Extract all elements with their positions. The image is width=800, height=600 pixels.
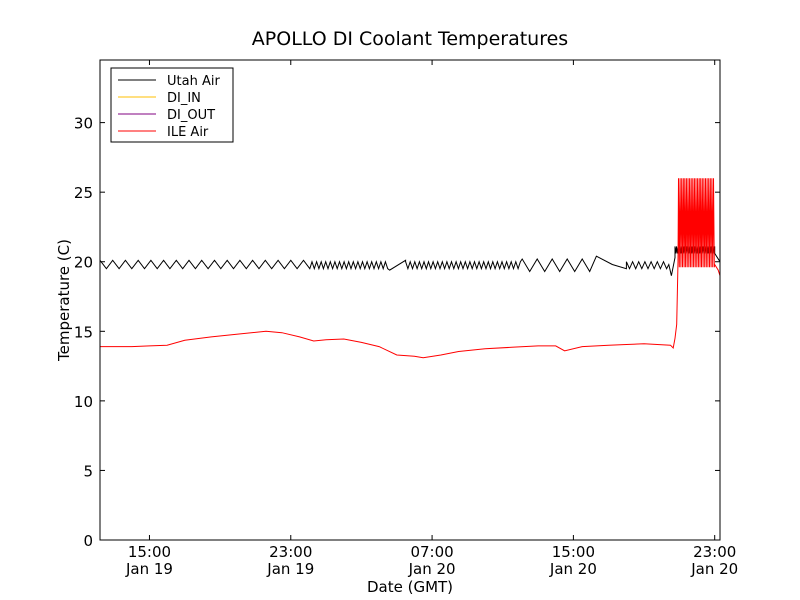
chart-title: APOLLO DI Coolant Temperatures bbox=[252, 28, 568, 50]
x-tick-date-1: Jan 19 bbox=[266, 560, 314, 578]
x-tick-date-3: Jan 20 bbox=[549, 560, 597, 578]
x-tick-time-2: 07:00 bbox=[410, 543, 453, 561]
x-tick-time-1: 23:00 bbox=[269, 543, 312, 561]
series-line-ile-air bbox=[100, 178, 720, 359]
y-tick-label-25: 25 bbox=[74, 184, 93, 202]
x-tick-date-2: Jan 20 bbox=[408, 560, 456, 578]
y-tick-label-20: 20 bbox=[74, 254, 93, 272]
y-tick-label-5: 5 bbox=[83, 462, 93, 480]
legend-label-di-out: DI_OUT bbox=[167, 108, 215, 123]
y-axis-label: Temperature (C) bbox=[55, 239, 73, 362]
legend: Utah Air DI_IN DI_OUT ILE Air bbox=[110, 67, 234, 143]
plot-area bbox=[100, 178, 720, 359]
series-line-utah-air bbox=[100, 246, 720, 276]
x-tick-time-4: 23:00 bbox=[693, 543, 736, 561]
legend-label-di-in: DI_IN bbox=[167, 91, 201, 106]
y-tick-label-30: 30 bbox=[74, 115, 93, 133]
y-tick-label-15: 15 bbox=[74, 323, 93, 341]
x-tick-time-0: 15:00 bbox=[128, 543, 171, 561]
legend-label-utah-air: Utah Air bbox=[167, 74, 220, 89]
x-tick-time-3: 15:00 bbox=[552, 543, 595, 561]
y-tick-label-0: 0 bbox=[83, 532, 93, 550]
plot-frame bbox=[99, 59, 721, 541]
y-tick-label-10: 10 bbox=[74, 393, 93, 411]
x-tick-date-0: Jan 19 bbox=[125, 560, 173, 578]
y-axis: 0 5 10 15 20 25 30 bbox=[74, 115, 720, 550]
legend-label-ile-air: ILE Air bbox=[167, 125, 209, 140]
x-tick-date-4: Jan 20 bbox=[690, 560, 738, 578]
x-axis-label: Date (GMT) bbox=[367, 578, 453, 596]
